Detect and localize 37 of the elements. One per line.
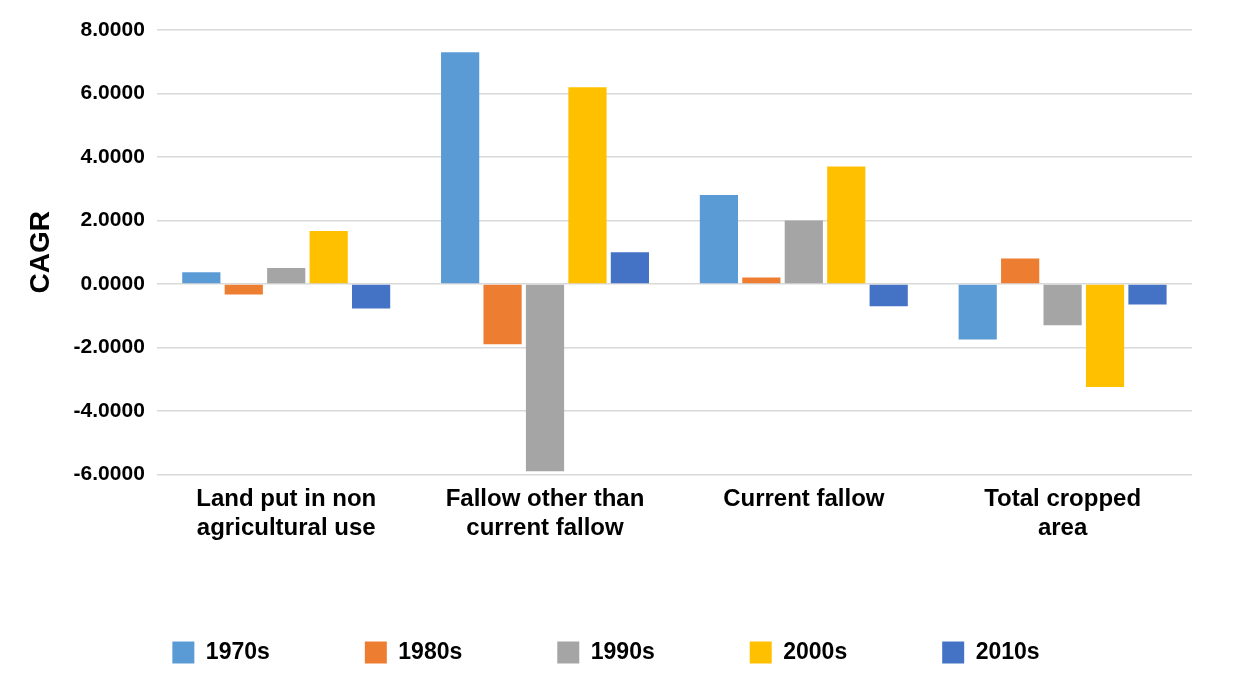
bar <box>610 252 649 284</box>
bar <box>1128 284 1167 305</box>
bar <box>568 87 607 284</box>
y-tick-label: 2.0000 <box>80 207 145 231</box>
bar <box>784 220 823 284</box>
x-tick-label: Current fallow <box>723 484 885 512</box>
bar <box>1085 284 1125 388</box>
bar <box>483 284 522 345</box>
legend-label: 1990s <box>590 637 655 664</box>
legend-label: 1970s <box>205 637 270 664</box>
bar <box>1043 284 1082 326</box>
bar <box>224 284 263 295</box>
y-tick-label: -2.0000 <box>73 334 145 358</box>
y-axis-title: CAGR <box>23 210 55 294</box>
bar <box>827 166 866 284</box>
bar <box>958 284 997 340</box>
y-tick-label: 0.0000 <box>80 270 145 294</box>
bar <box>699 195 739 284</box>
bar <box>352 284 391 309</box>
y-tick-label: 4.0000 <box>80 143 145 167</box>
bar <box>182 272 221 284</box>
y-tick-label: -6.0000 <box>73 461 145 485</box>
bar <box>1001 258 1040 284</box>
legend-label: 2000s <box>783 637 848 664</box>
y-tick-label: 8.0000 <box>80 16 145 40</box>
x-tick-label: Total cropped area <box>984 484 1142 541</box>
x-tick-label: Fallow other than current fallow <box>445 484 645 541</box>
bar <box>869 284 908 307</box>
x-tick-label: Land put in non agricultural use <box>196 484 377 541</box>
legend-label: 1980s <box>398 637 463 664</box>
bar <box>267 268 306 284</box>
y-tick-label: -4.0000 <box>73 397 145 421</box>
legend-label: 2010s <box>975 637 1040 664</box>
bar <box>525 284 565 472</box>
bar <box>309 230 348 284</box>
y-tick-label: 6.0000 <box>80 80 145 104</box>
bar <box>441 52 480 284</box>
